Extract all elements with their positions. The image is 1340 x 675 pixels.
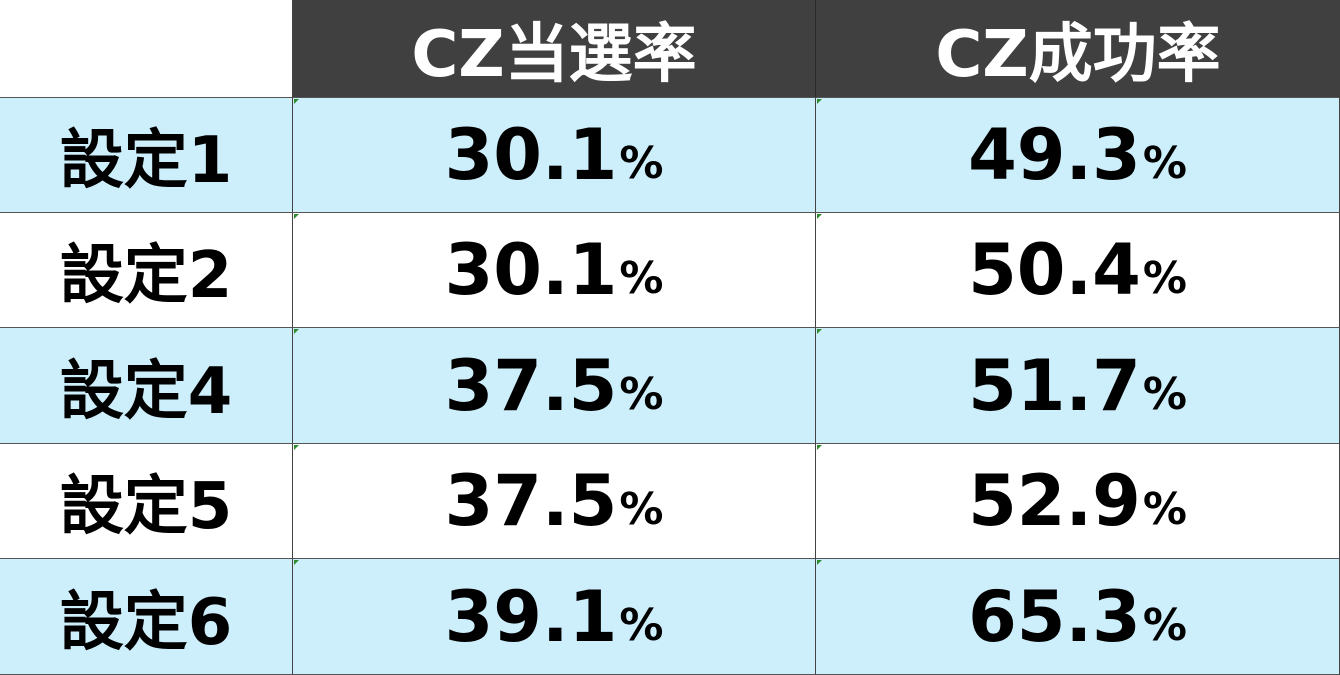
cell-unit: %: [1142, 368, 1187, 420]
column-header-cz-success-rate: CZ成功率: [816, 0, 1340, 97]
table-cell: 30.1%: [293, 97, 816, 212]
cell-marker: [294, 214, 299, 219]
cell-marker: [817, 445, 822, 450]
cell-value: 49.3: [968, 114, 1141, 196]
cell-value: 37.5: [444, 460, 618, 542]
cell-unit: %: [1142, 484, 1187, 535]
cell-unit: %: [1142, 138, 1187, 189]
cell-unit: %: [619, 599, 664, 651]
cell-marker: [817, 99, 822, 104]
cell-marker: [294, 99, 299, 104]
cell-unit: %: [1142, 253, 1187, 304]
cell-value: 51.7: [968, 344, 1141, 427]
cell-unit: %: [619, 138, 664, 189]
cell-value: 37.5: [444, 344, 618, 427]
table-cell: 52.9%: [816, 443, 1340, 558]
cell-marker: [294, 560, 299, 565]
cell-unit: %: [619, 484, 664, 535]
cell-value: 39.1: [444, 575, 618, 658]
row-label: 設定5: [0, 443, 293, 558]
cell-value: 52.9: [968, 460, 1141, 542]
cell-value: 50.4: [968, 229, 1141, 311]
cell-marker: [817, 560, 822, 565]
table-cell: 50.4%: [816, 212, 1340, 327]
table-cell: 39.1%: [293, 558, 816, 675]
cell-value: 30.1: [444, 229, 618, 311]
table-cell: 65.3%: [816, 558, 1340, 675]
cell-value: 30.1: [444, 114, 618, 196]
table-cell: 49.3%: [816, 97, 1340, 212]
row-label: 設定6: [0, 558, 293, 675]
cell-marker: [817, 214, 822, 219]
cell-marker: [817, 329, 822, 334]
cell-marker: [294, 329, 299, 334]
cell-value: 65.3: [968, 575, 1141, 658]
table-cell: 37.5%: [293, 327, 816, 443]
table-cell: 51.7%: [816, 327, 1340, 443]
cell-marker: [294, 445, 299, 450]
table-corner: [0, 0, 293, 97]
column-header-cz-win-rate: CZ当選率: [293, 0, 816, 97]
row-label: 設定1: [0, 97, 293, 212]
row-label: 設定4: [0, 327, 293, 443]
row-label: 設定2: [0, 212, 293, 327]
cell-unit: %: [619, 368, 664, 420]
table-cell: 30.1%: [293, 212, 816, 327]
cell-unit: %: [1142, 599, 1187, 651]
cell-unit: %: [619, 253, 664, 304]
table-cell: 37.5%: [293, 443, 816, 558]
